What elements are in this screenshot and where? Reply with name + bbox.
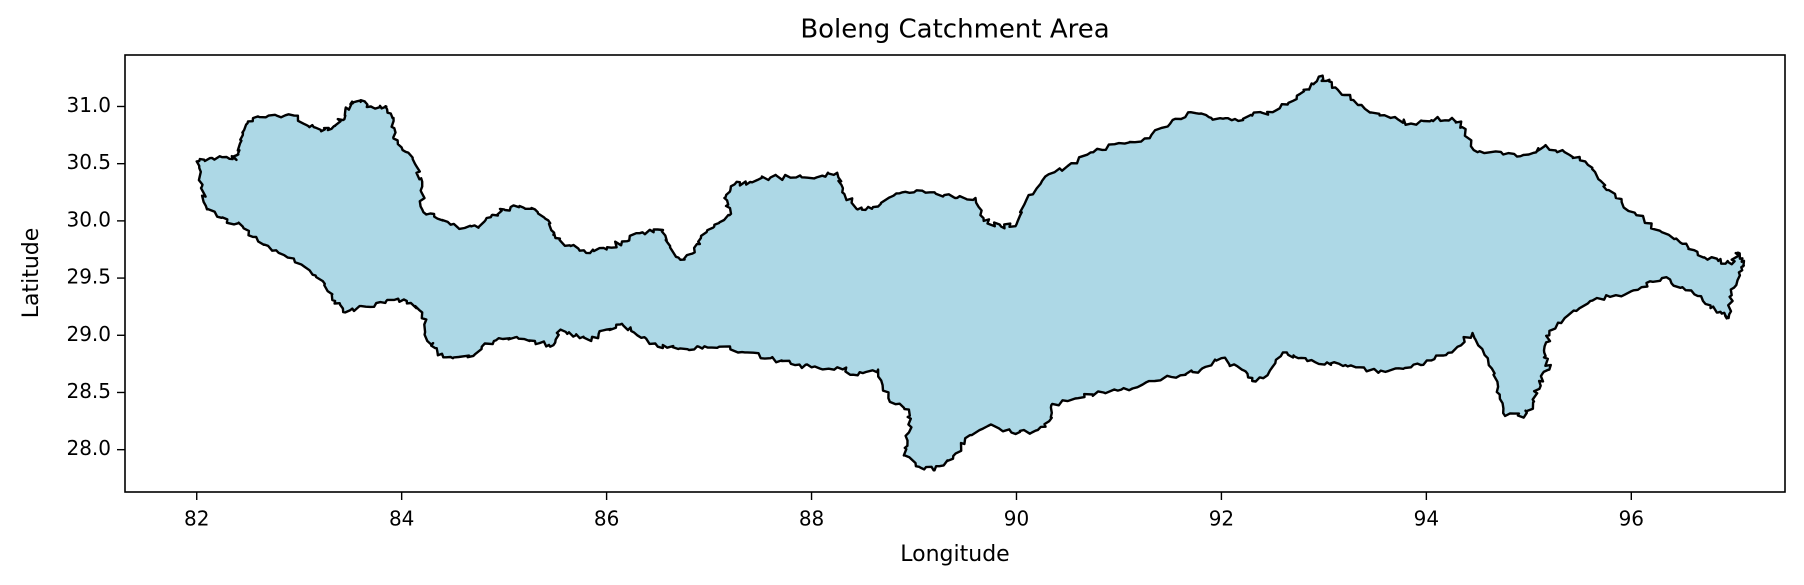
- x-axis-ticks: 82 84 86 88 90 92 94 96: [184, 492, 1644, 531]
- y-tick-label: 28.5: [66, 379, 111, 403]
- x-tick-label: 84: [389, 507, 414, 531]
- x-tick-label: 90: [1004, 507, 1029, 531]
- x-tick-label: 96: [1619, 507, 1644, 531]
- y-tick-label: 28.0: [66, 436, 111, 460]
- catchment-boundary: [195, 74, 1746, 472]
- y-axis-ticks: 28.0 28.5 29.0 29.5 30.0 30.5 31.0: [66, 93, 125, 460]
- y-tick-label: 30.5: [66, 150, 111, 174]
- y-tick-label: 31.0: [66, 93, 111, 117]
- y-tick-label: 29.0: [66, 322, 111, 346]
- x-axis-label: Longitude: [900, 542, 1009, 567]
- plot-frame: [124, 54, 1786, 493]
- x-tick-label: 86: [594, 507, 619, 531]
- y-axis-label: Latitude: [19, 228, 44, 319]
- y-tick-label: 30.0: [66, 207, 111, 231]
- x-tick-label: 94: [1414, 507, 1439, 531]
- x-tick-label: 88: [799, 507, 824, 531]
- map-plot-area: 82 84 86 88 90 92 94 96 28.0 28.5 29.0 29.5 30.0 30.…: [66, 54, 1786, 531]
- map-title: Boleng Catchment Area: [800, 15, 1109, 45]
- x-tick-label: 92: [1209, 507, 1234, 531]
- x-tick-label: 82: [184, 507, 209, 531]
- y-tick-label: 29.5: [66, 265, 111, 289]
